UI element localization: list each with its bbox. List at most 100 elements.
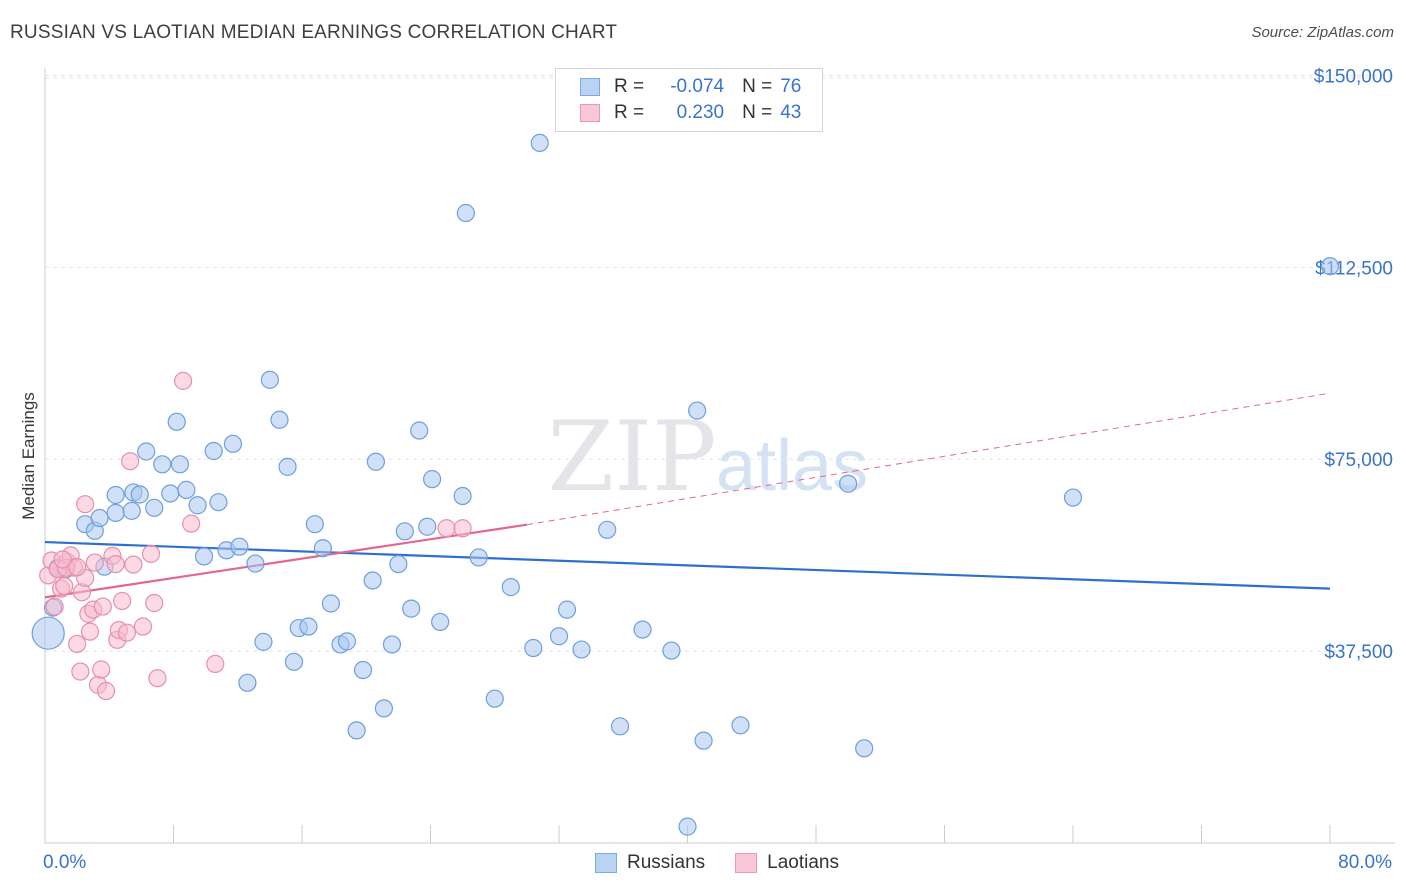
russians-point — [453, 486, 472, 506]
laotians-point — [106, 554, 125, 574]
russians-point — [485, 689, 504, 708]
russians-point — [90, 508, 109, 528]
russians-point — [31, 616, 65, 650]
russians-point — [423, 470, 442, 489]
russians-point — [260, 370, 279, 389]
russians-point — [170, 455, 190, 474]
laotians-swatch — [735, 853, 758, 873]
russians-point — [209, 493, 228, 512]
n-label: N = — [742, 102, 773, 123]
russians-point — [395, 522, 414, 541]
watermark-zip: ZIP — [547, 401, 716, 513]
laotians-point — [55, 576, 74, 596]
russians-point — [254, 632, 273, 651]
russians-swatch — [580, 78, 600, 96]
y-tick-label: $150,000 — [1314, 66, 1393, 87]
n-value: 76 — [780, 76, 802, 97]
russians-point — [431, 612, 450, 632]
russians-point — [374, 699, 394, 718]
russians-point — [230, 537, 249, 556]
russians-point — [410, 421, 429, 440]
russians-point — [524, 638, 543, 658]
russians-point — [662, 641, 681, 660]
y-tick-label: $37,500 — [1324, 642, 1393, 663]
russians-point — [839, 474, 858, 493]
russians-point — [270, 410, 289, 429]
russians-point — [122, 501, 141, 520]
russians-point — [389, 554, 408, 574]
russians-point — [572, 640, 591, 659]
r-label: R = — [614, 102, 645, 123]
russians-point — [688, 401, 707, 420]
stats-row-laotians: R = 0.230 N = 43 — [580, 101, 801, 125]
russians-trend-line — [44, 540, 1331, 590]
russians-point — [177, 480, 196, 499]
laotians-point — [206, 654, 225, 673]
russians-point — [1063, 488, 1083, 507]
chart-legend: Russians Laotians — [595, 852, 869, 874]
russians-point — [238, 673, 257, 692]
russians-point — [321, 594, 341, 613]
russians-point — [402, 599, 421, 618]
russians-point — [145, 498, 164, 517]
laotians-point — [96, 681, 116, 701]
n-value: 43 — [780, 102, 802, 123]
correlation-stats-box: R = -0.074 N = 76 R = 0.230 N = 43 — [555, 68, 823, 132]
russians-point — [469, 548, 488, 567]
y-tick-labels: $37,500$75,000$112,500$150,000 — [1314, 66, 1393, 663]
legend-item-laotians[interactable]: Laotians — [735, 852, 839, 874]
laotians-point — [45, 597, 64, 616]
laotians-point — [437, 519, 456, 538]
russians-point — [418, 517, 437, 536]
russians-point — [246, 554, 265, 573]
russians-point — [598, 520, 617, 539]
russians-point — [353, 660, 373, 680]
n-label: N = — [742, 76, 773, 97]
russians-point — [106, 503, 125, 523]
laotians-point — [92, 660, 111, 679]
russians-point — [694, 731, 713, 750]
r-value: -0.074 — [670, 76, 725, 97]
r-value: 0.230 — [676, 102, 725, 123]
laotians-point — [453, 519, 472, 538]
stats-row-russians: R = -0.074 N = 76 — [580, 75, 801, 99]
russians-point — [549, 627, 569, 646]
laotians-point — [174, 371, 193, 390]
laotians-trend-line-extrapolated — [526, 392, 1331, 526]
laotians-point — [182, 514, 201, 533]
russians-point — [382, 635, 402, 654]
legend-item-russians[interactable]: Russians — [595, 852, 705, 874]
y-tick-label: $75,000 — [1324, 450, 1393, 471]
laotians-point — [68, 634, 87, 654]
russians-point — [161, 484, 180, 503]
laotians-point — [141, 544, 161, 563]
source-note: Source: ZipAtlas.com — [1251, 24, 1394, 41]
russians-point — [347, 721, 366, 740]
watermark: ZIP atlas — [547, 401, 868, 513]
russians-point — [313, 539, 332, 558]
russians-point — [137, 442, 156, 461]
russians-point — [557, 600, 577, 619]
laotians-point — [80, 622, 100, 641]
chart-title: RUSSIAN VS LAOTIAN MEDIAN EARNINGS CORRE… — [10, 22, 618, 43]
russians-point — [278, 457, 297, 476]
laotians-point — [53, 550, 72, 569]
russians-point — [610, 717, 630, 736]
russians-point — [678, 817, 697, 836]
laotians-point — [93, 597, 112, 616]
series-russians-points — [31, 133, 1340, 836]
russians-point — [363, 571, 382, 590]
laotians-point — [124, 555, 143, 574]
x-axis-max-label: 80.0% — [1338, 852, 1392, 873]
laotians-point — [68, 558, 87, 577]
x-axis-min-label: 0.0% — [43, 852, 87, 873]
russians-point — [530, 133, 549, 153]
russians-point — [204, 441, 223, 461]
russians-point — [1320, 257, 1340, 276]
r-label: R = — [614, 76, 645, 97]
laotians-point — [133, 617, 153, 636]
russians-point — [337, 632, 357, 651]
watermark-atlas: atlas — [716, 426, 868, 506]
russians-point — [194, 547, 214, 566]
